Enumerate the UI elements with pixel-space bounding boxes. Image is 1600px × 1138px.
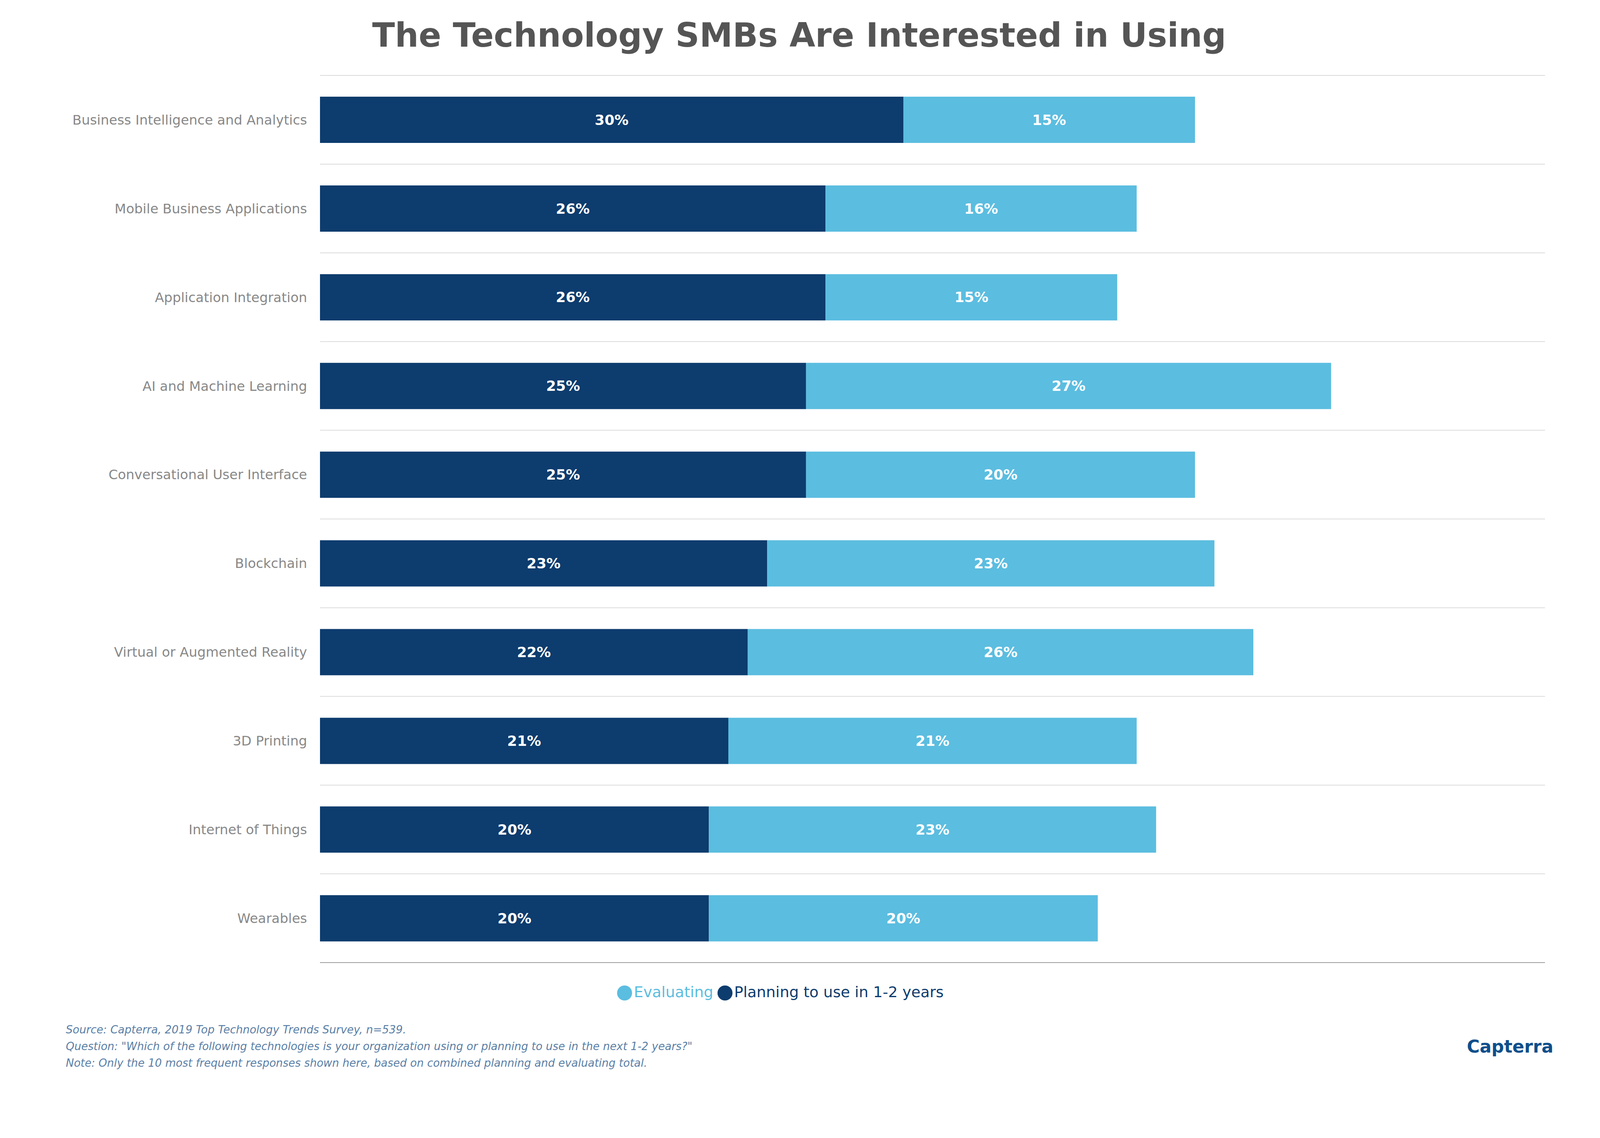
- svg-text:25%: 25%: [546, 466, 580, 483]
- svg-text:15%: 15%: [954, 288, 989, 306]
- svg-text:20%: 20%: [886, 910, 920, 927]
- svg-text:Application Integration: Application Integration: [155, 289, 308, 306]
- svg-text:Wearables: Wearables: [237, 910, 308, 927]
- svg-text:26%: 26%: [555, 288, 590, 306]
- html-text:The Technology SMBs Are Intere: The Technology SMBs Are Interested in Us…: [372, 15, 1227, 55]
- svg-text:20%: 20%: [497, 821, 532, 838]
- svg-text:22%: 22%: [517, 643, 551, 661]
- svg-text:16%: 16%: [964, 200, 998, 218]
- svg-text:30%: 30%: [594, 111, 629, 129]
- svg-text:Business Intelligence and Anal: Business Intelligence and Analytics: [72, 112, 308, 128]
- svg-text:26%: 26%: [983, 643, 1018, 661]
- svg-text:Blockchain: Blockchain: [235, 555, 308, 572]
- html-text:Note: Only the 10 most frequen: Note: Only the 10 most frequent response…: [65, 1056, 648, 1070]
- svg-text:20%: 20%: [983, 466, 1018, 483]
- svg-text:AI and Machine Learning: AI and Machine Learning: [142, 378, 308, 395]
- html-text:Capterra: Capterra: [1466, 1036, 1554, 1057]
- svg-text:3D Printing: 3D Printing: [232, 732, 308, 749]
- html-text:Question: "Which of the follow: Question: "Which of the following techno…: [65, 1040, 693, 1053]
- html-text:Planning to use in 1-2 years: Planning to use in 1-2 years: [734, 983, 944, 1001]
- svg-text:21%: 21%: [507, 732, 541, 750]
- svg-text:20%: 20%: [497, 910, 532, 927]
- svg-text:27%: 27%: [1051, 377, 1086, 395]
- svg-text:25%: 25%: [546, 377, 580, 395]
- svg-text:23%: 23%: [915, 821, 950, 838]
- svg-text:Mobile Business Applications: Mobile Business Applications: [114, 200, 308, 217]
- svg-text:Virtual or Augmented Reality: Virtual or Augmented Reality: [114, 644, 308, 660]
- svg-text:23%: 23%: [973, 555, 1008, 572]
- svg-text:21%: 21%: [915, 732, 950, 750]
- html-text:Source: Capterra, 2019 Top Tec: Source: Capterra, 2019 Top Technology Tr…: [65, 1023, 407, 1036]
- svg-text:15%: 15%: [1032, 111, 1066, 129]
- svg-text:Internet of Things: Internet of Things: [188, 821, 308, 838]
- svg-text:26%: 26%: [555, 200, 590, 218]
- html-text:Evaluating: Evaluating: [633, 983, 714, 1001]
- svg-text:Conversational User Interface: Conversational User Interface: [108, 466, 308, 483]
- svg-text:23%: 23%: [526, 555, 561, 572]
